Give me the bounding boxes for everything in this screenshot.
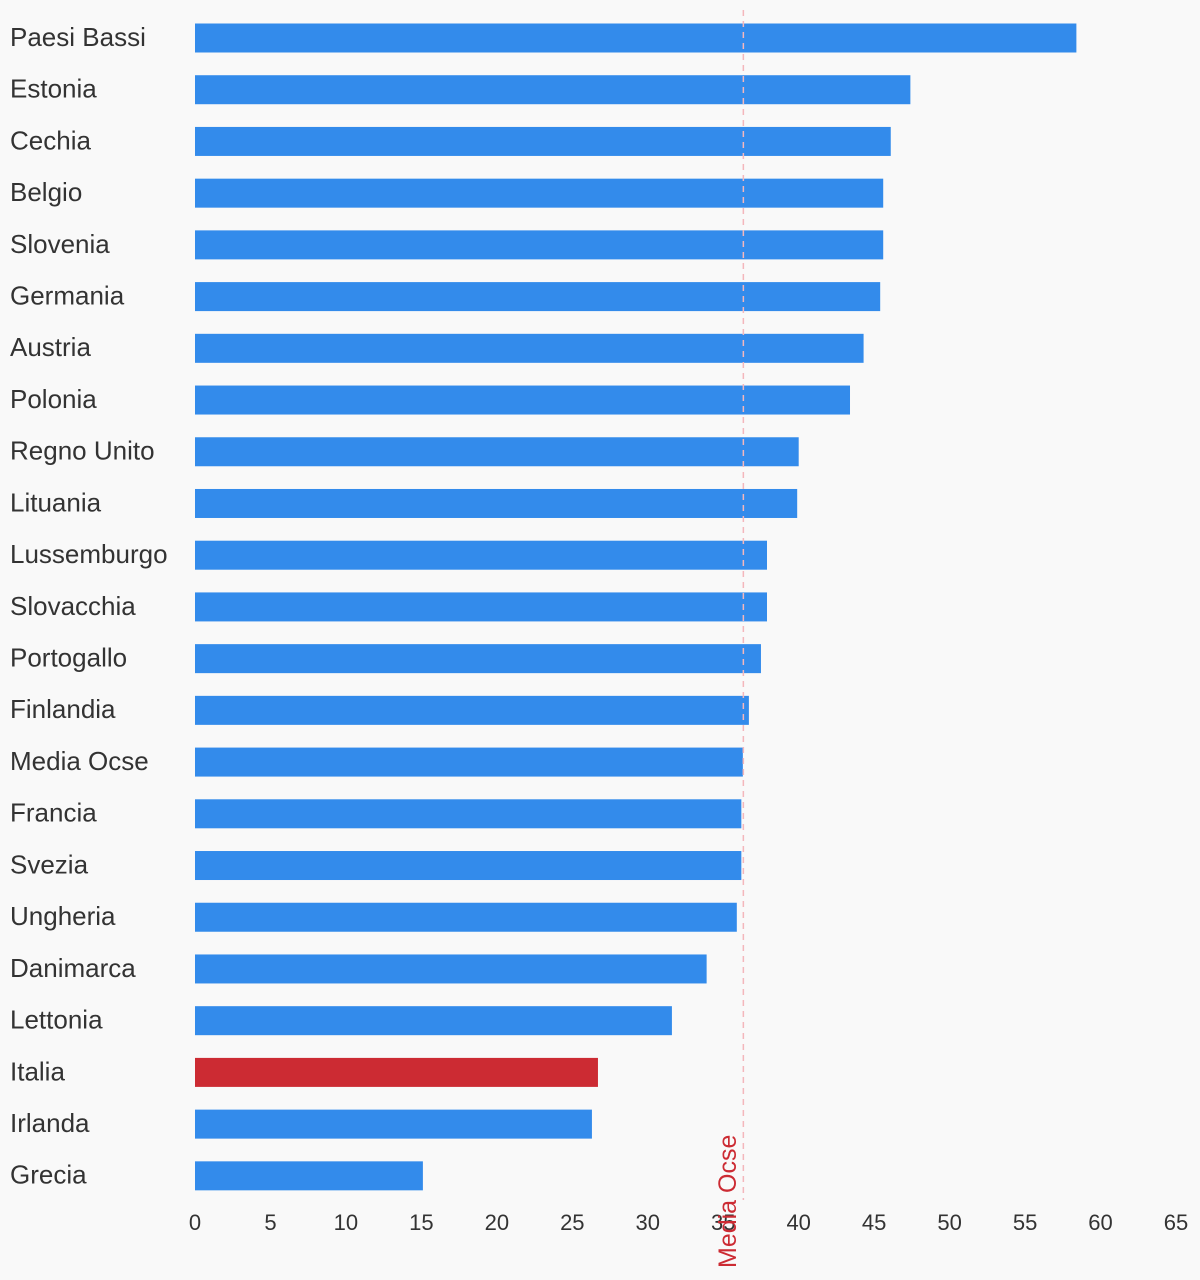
x-tick-label-50: 50 xyxy=(937,1210,961,1235)
category-label-ungheria: Ungheria xyxy=(10,901,116,931)
bar-lettonia xyxy=(195,1006,672,1036)
x-tick-label-55: 55 xyxy=(1013,1210,1037,1235)
bar-paesi-bassi xyxy=(195,23,1077,53)
category-label-regno-unito: Regno Unito xyxy=(10,436,155,466)
x-tick-label-40: 40 xyxy=(786,1210,810,1235)
x-tick-label-35: 35 xyxy=(711,1210,735,1235)
bar-slovenia xyxy=(195,230,884,260)
category-label-portogallo: Portogallo xyxy=(10,643,127,673)
category-label-lettonia: Lettonia xyxy=(10,1005,103,1035)
bar-cechia xyxy=(195,126,891,156)
bar-finlandia xyxy=(195,695,749,725)
category-label-italia: Italia xyxy=(10,1056,65,1086)
category-label-irlanda: Irlanda xyxy=(10,1108,90,1138)
category-label-polonia: Polonia xyxy=(10,384,97,414)
reference-line-label: Media Ocse xyxy=(714,1135,742,1268)
x-axis-ticks-group: 0 5 10 15 20 25 30 35 40 45 50 55 60 65 xyxy=(189,1210,1188,1235)
bar-regno-unito xyxy=(195,437,799,467)
bar-francia xyxy=(195,799,742,829)
category-label-estonia: Estonia xyxy=(10,74,97,104)
category-label-finlandia: Finlandia xyxy=(10,694,116,724)
category-labels-group: Paesi Bassi Estonia Cechia Belgio Slovenia Ge… xyxy=(10,22,168,1190)
category-label-cechia: Cechia xyxy=(10,125,91,155)
bar-austria xyxy=(195,333,864,363)
bar-lituania xyxy=(195,488,798,518)
x-tick-label-60: 60 xyxy=(1088,1210,1112,1235)
category-label-svezia: Svezia xyxy=(10,849,89,879)
category-label-lussemburgo: Lussemburgo xyxy=(10,539,168,569)
bar-danimarca xyxy=(195,954,707,984)
bar-belgio xyxy=(195,178,884,208)
category-label-paesi-bassi: Paesi Bassi xyxy=(10,22,146,52)
x-tick-label-25: 25 xyxy=(560,1210,584,1235)
x-tick-label-0: 0 xyxy=(189,1210,201,1235)
category-label-media-ocse: Media Ocse xyxy=(10,746,149,776)
bars-group xyxy=(195,23,1077,1191)
bar-media-ocse xyxy=(195,747,743,777)
bar-polonia xyxy=(195,385,851,415)
bar-irlanda xyxy=(195,1109,592,1139)
bar-slovacchia xyxy=(195,592,767,622)
bar-portogallo xyxy=(195,644,761,674)
x-tick-label-15: 15 xyxy=(409,1210,433,1235)
bar-germania xyxy=(195,282,881,312)
category-label-belgio: Belgio xyxy=(10,177,82,207)
bar-ungheria xyxy=(195,902,737,932)
bar-grecia xyxy=(195,1161,423,1191)
category-label-slovacchia: Slovacchia xyxy=(10,591,136,621)
x-tick-label-65: 65 xyxy=(1164,1210,1188,1235)
x-tick-label-30: 30 xyxy=(636,1210,660,1235)
x-tick-label-45: 45 xyxy=(862,1210,886,1235)
bar-svezia xyxy=(195,851,742,881)
category-label-danimarca: Danimarca xyxy=(10,953,136,983)
x-tick-label-10: 10 xyxy=(334,1210,358,1235)
category-label-grecia: Grecia xyxy=(10,1160,87,1190)
category-label-lituania: Lituania xyxy=(10,487,102,517)
bar-lussemburgo xyxy=(195,540,767,570)
bar-estonia xyxy=(195,75,911,105)
category-label-slovenia: Slovenia xyxy=(10,229,110,259)
category-label-francia: Francia xyxy=(10,798,97,828)
category-label-germania: Germania xyxy=(10,280,125,310)
category-label-austria: Austria xyxy=(10,332,91,362)
x-tick-label-5: 5 xyxy=(264,1210,276,1235)
bar-italia xyxy=(195,1057,598,1087)
x-tick-label-20: 20 xyxy=(485,1210,509,1235)
